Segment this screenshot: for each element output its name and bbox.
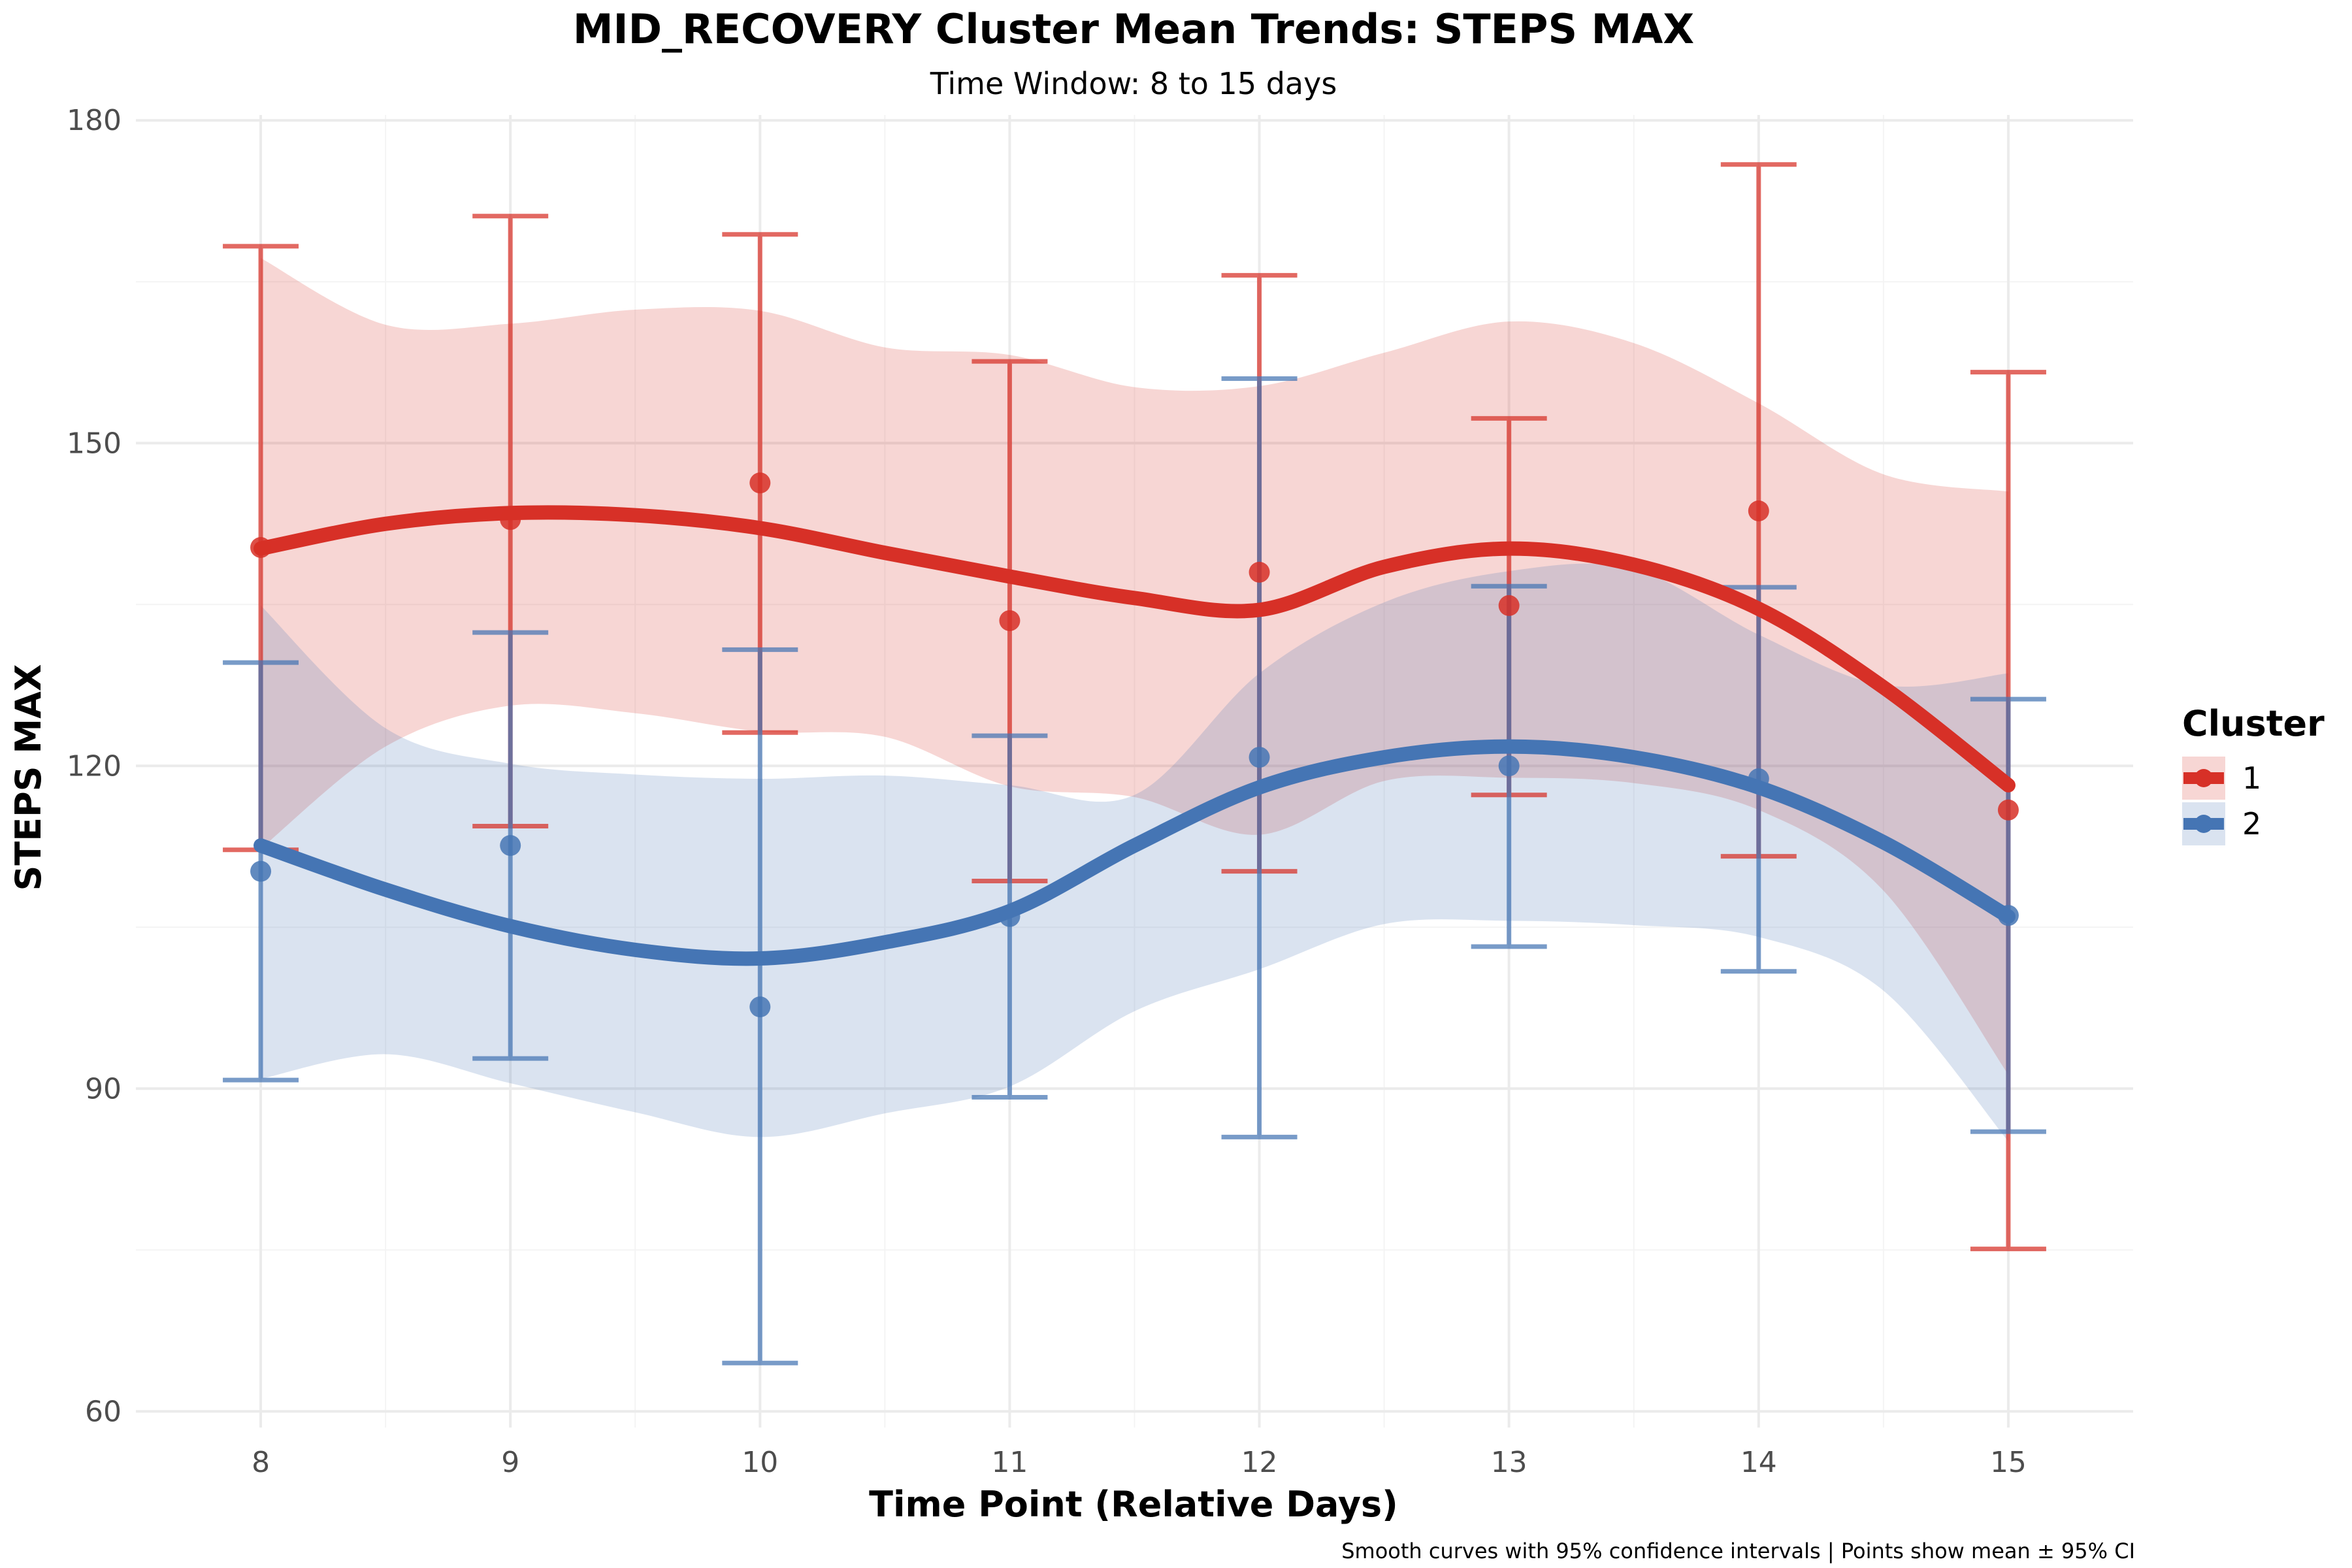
- mean-point-series-2: [1498, 755, 1520, 777]
- mean-point-series-2: [1997, 905, 2019, 926]
- mean-point-series-1: [1249, 561, 1270, 583]
- legend-title: Cluster: [2182, 703, 2325, 744]
- mean-point-series-2: [749, 996, 771, 1018]
- smooth-curve-series-1: [253, 505, 2016, 792]
- chart-caption: Smooth curves with 95% confidence interv…: [1341, 1539, 2135, 1563]
- y-tick-label: 90: [85, 1072, 122, 1105]
- mean-points: [250, 472, 2019, 1018]
- y-tick-label: 120: [67, 749, 122, 783]
- mean-point-series-1: [1748, 500, 1769, 521]
- x-tick-label: 12: [1241, 1446, 1278, 1479]
- x-axis-ticks: 8 9 10 11 12 13 14 15: [252, 1446, 2027, 1479]
- chart-title: MID_RECOVERY Cluster Mean Trends: STEPS …: [573, 5, 1694, 53]
- x-tick-label: 14: [1740, 1446, 1777, 1479]
- y-axis-ticks: 60 90 120 150 180: [67, 104, 122, 1428]
- mean-point-series-2: [1249, 747, 1270, 768]
- x-tick-label: 8: [252, 1446, 270, 1479]
- legend-label: 2: [2242, 806, 2261, 841]
- y-tick-label: 150: [67, 427, 122, 460]
- x-axis-label: Time Point (Relative Days): [869, 1484, 1398, 1525]
- x-tick-label: 15: [1990, 1446, 2027, 1479]
- ribbon-series-1: [261, 258, 2008, 1075]
- mean-point-series-1: [1997, 799, 2019, 821]
- legend-item-series-2: 2: [2182, 802, 2261, 845]
- x-tick-label: 9: [501, 1446, 519, 1479]
- legend-label: 1: [2242, 760, 2261, 796]
- mean-point-series-1: [1498, 595, 1520, 616]
- legend-key-point: [2195, 769, 2213, 787]
- legend: Cluster 12: [2182, 703, 2325, 845]
- mean-point-series-2: [1748, 768, 1769, 790]
- mean-point-series-2: [250, 860, 272, 882]
- y-tick-label: 180: [67, 104, 122, 137]
- chart-subtitle: Time Window: 8 to 15 days: [930, 66, 1337, 101]
- legend-item-series-1: 1: [2182, 757, 2261, 800]
- x-tick-label: 11: [991, 1446, 1028, 1479]
- smooth-curves: [253, 505, 2016, 966]
- smooth-curve-series-2: [253, 739, 2016, 966]
- legend-items: 12: [2182, 757, 2261, 845]
- x-tick-label: 10: [742, 1446, 778, 1479]
- mean-point-series-1: [500, 509, 521, 531]
- y-tick-label: 60: [85, 1395, 122, 1428]
- mean-point-series-1: [749, 472, 771, 494]
- mean-point-series-2: [500, 835, 521, 857]
- mean-point-series-1: [250, 536, 272, 558]
- mean-point-series-2: [999, 906, 1021, 927]
- legend-key-point: [2195, 815, 2213, 833]
- mean-point-series-1: [999, 610, 1021, 631]
- y-axis-label: STEPS MAX: [8, 664, 49, 890]
- x-tick-label: 13: [1491, 1446, 1527, 1479]
